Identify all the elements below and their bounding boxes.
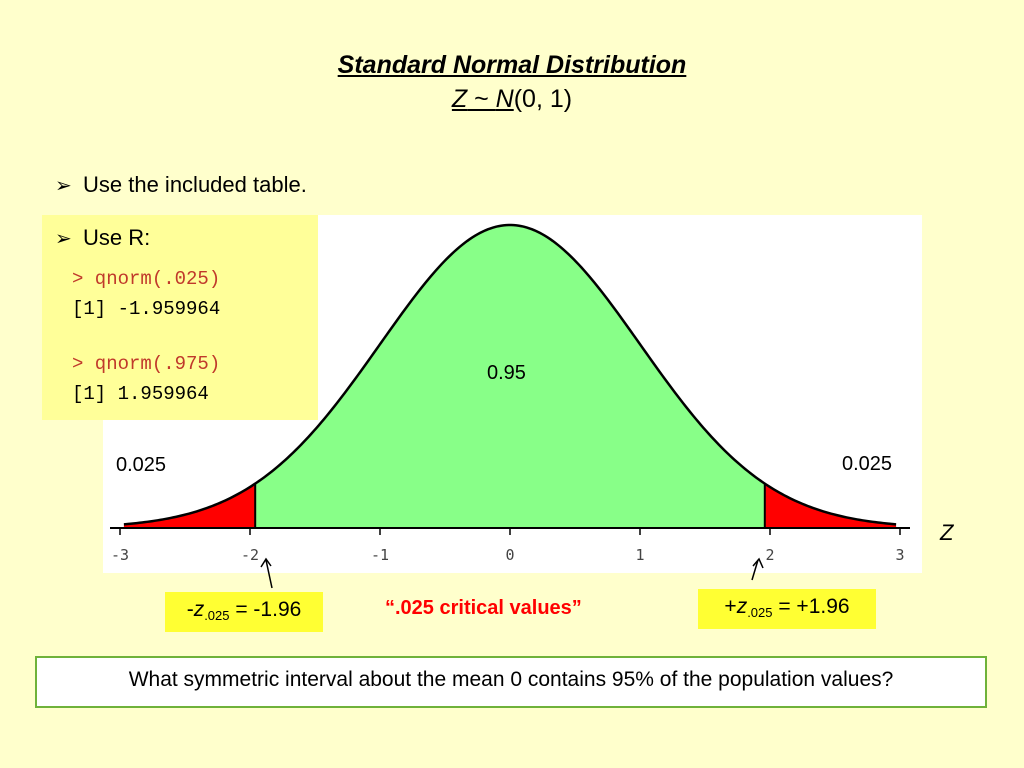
- normal-curve-svg: -3 -2 -1 0 1 2 3: [110, 223, 910, 564]
- r-code-block-1: > qnorm(.025) [1] -1.959964: [72, 264, 220, 324]
- z-variable: z: [736, 595, 748, 618]
- x-tick-label: 1: [635, 546, 644, 564]
- critical-value: = +1.96: [772, 595, 850, 618]
- critical-values-caption: “.025 critical values”: [385, 597, 582, 619]
- r-code-box: [42, 215, 318, 420]
- right-arrowhead-icon: [752, 557, 764, 569]
- r-result: [1] 1.959964: [72, 383, 209, 405]
- left-critical-value-box: -z.025 = -1.96: [165, 592, 323, 632]
- z-variable: z: [193, 598, 205, 621]
- bullet-arrow-icon: ➢: [55, 175, 72, 197]
- bullet-arrow-icon: ➢: [55, 228, 72, 250]
- subtitle-n: N: [495, 85, 514, 113]
- region-area-2: [764, 483, 897, 528]
- z-subscript: .025: [204, 608, 230, 623]
- r-code-block-2: > qnorm(.975) [1] 1.959964: [72, 349, 220, 409]
- x-tick-label: 2: [765, 546, 774, 564]
- left-arrowhead-icon: [260, 557, 272, 568]
- right-critical-value-box: +z.025 = +1.96: [698, 589, 876, 629]
- z-subscript: .025: [747, 605, 773, 620]
- critical-value: = -1.96: [229, 598, 302, 621]
- right-pointer-arrow-icon: [751, 559, 759, 581]
- r-command: > qnorm(.025): [72, 268, 221, 290]
- region-area-0: [123, 483, 256, 528]
- r-result: [1] -1.959964: [72, 298, 221, 320]
- x-tick-label: -2: [241, 546, 259, 564]
- x-tick-label: -1: [371, 546, 389, 564]
- sign: -: [186, 598, 194, 621]
- slide-subtitle: Z ~ N(0, 1): [0, 84, 1024, 114]
- region-area-1: [255, 225, 765, 528]
- normal-curve-line: [123, 223, 897, 526]
- x-tick-label: 0: [505, 546, 514, 564]
- slide-title: Standard Normal Distribution: [337, 51, 687, 79]
- left-pointer-arrow-icon: [265, 559, 273, 589]
- x-tick-label: -3: [111, 546, 129, 564]
- right-tail-area-label: 0.025: [842, 453, 893, 475]
- subtitle-params: (0, 1): [513, 85, 573, 113]
- subtitle-z: Z: [451, 85, 468, 113]
- left-tail-area-label: 0.025: [116, 454, 167, 476]
- subtitle-tilde: ~: [467, 85, 496, 113]
- bullet-use-table: ➢ Use the included table.: [55, 172, 307, 199]
- sign: +: [724, 595, 737, 618]
- question-box: What symmetric interval about the mean 0…: [35, 656, 987, 708]
- r-command: > qnorm(.975): [72, 353, 221, 375]
- x-axis-label: Z: [940, 520, 954, 545]
- bullet-text: Use the included table.: [83, 172, 307, 197]
- bullet-use-r: ➢ Use R:: [55, 225, 150, 252]
- bullet-text: Use R:: [83, 225, 151, 250]
- center-area-label: 0.95: [487, 362, 526, 384]
- x-tick-label: 3: [895, 546, 904, 564]
